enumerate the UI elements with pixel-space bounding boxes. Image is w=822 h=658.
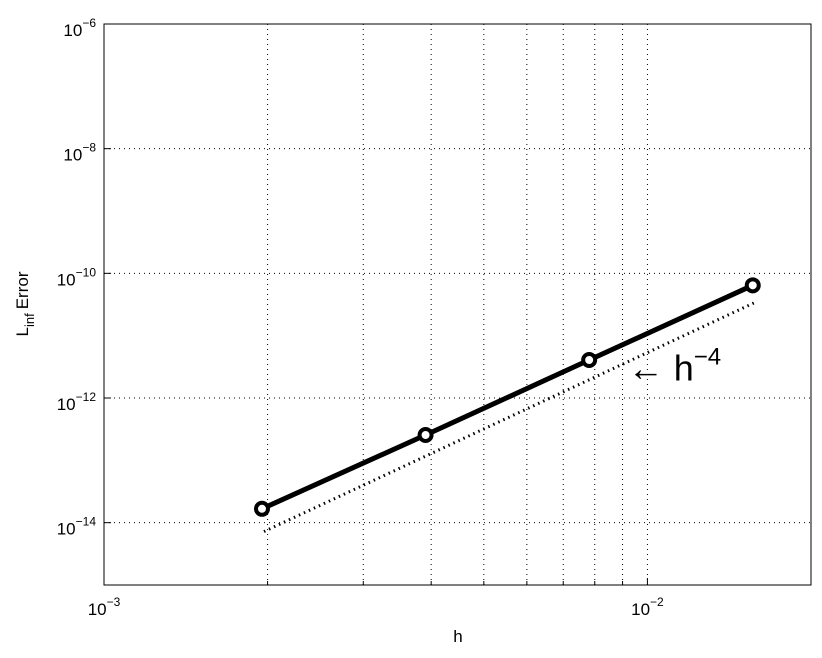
data-point [417,426,434,443]
tick-exponent: −3 [107,595,121,609]
tick-exponent: −6 [82,16,96,30]
tick-exponent: −10 [76,265,97,279]
data-point [744,277,761,294]
tick-label: 10−12 [57,390,97,414]
y-label-main: L [13,327,32,336]
annotation-exponent: −4 [694,343,721,370]
tick-base: 10 [57,270,76,289]
tick-base: 10 [57,520,76,539]
tick-label: 10−10 [57,265,97,289]
tick-label: 10−14 [57,515,97,539]
tick-exponent: −2 [650,595,664,609]
tick-base: 10 [631,600,650,619]
data-point [581,352,598,369]
tick-exponent: −14 [76,515,97,529]
tick-exponent: −8 [82,141,96,155]
tick-exponent: −12 [76,390,97,404]
data-point [253,500,270,517]
tick-base: 10 [57,395,76,414]
tick-base: 10 [88,600,107,619]
series-line [263,301,756,533]
tick-label: 10−3 [88,595,121,619]
tick-label: 10−6 [63,16,96,40]
tick-label: 10−8 [63,141,96,165]
tick-base: 10 [63,146,82,165]
annotation: ← h−4 [628,343,721,388]
y-axis-label: Linf Error [13,271,37,336]
x-axis-label: h [453,627,462,646]
plot-frame [103,23,812,586]
annotation-text: ← h [628,347,694,388]
series-line [260,283,754,512]
tick-label: 10−2 [631,595,664,619]
y-label-sub: inf [22,313,37,327]
tick-base: 10 [63,21,82,40]
y-label-rest: Error [13,271,32,309]
